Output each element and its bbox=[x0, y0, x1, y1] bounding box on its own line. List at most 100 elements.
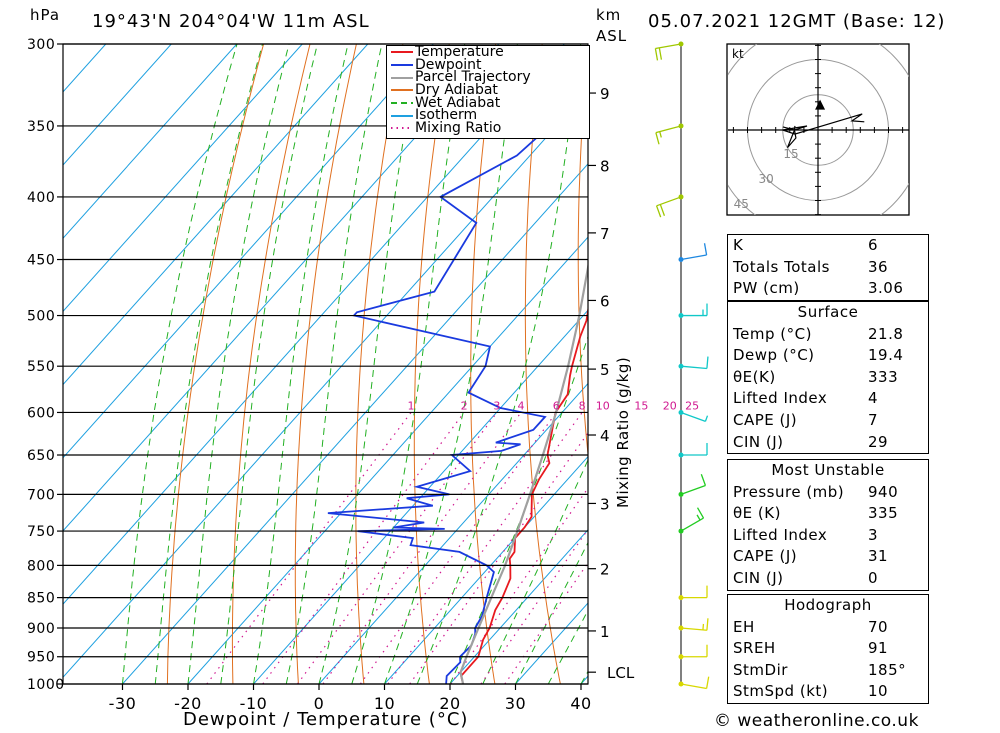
hodograph: 15 30 45 kt bbox=[726, 43, 910, 216]
legend-swatch bbox=[391, 102, 413, 105]
temperature-tick-label: -10 bbox=[240, 694, 268, 713]
legend-swatch bbox=[391, 76, 413, 79]
pressure-tick-label: 900 bbox=[27, 621, 55, 637]
altitude-tick-label: 9 bbox=[600, 85, 610, 103]
surface-lifted-index: Lifted Index 4 bbox=[733, 389, 879, 408]
wet-adiabat-line bbox=[122, 44, 238, 684]
wet-adiabat-line bbox=[285, 44, 383, 684]
surface-table: Surface Temp (°C) 21.8 Dewp (°C) 19.4 θE(K… bbox=[727, 301, 929, 455]
pressure-tick-label: 700 bbox=[27, 487, 55, 503]
wind-barb-flag bbox=[700, 474, 707, 486]
temperature-tick-label: -20 bbox=[174, 694, 202, 713]
hodograph-unit: kt bbox=[732, 47, 744, 61]
wind-barb-flag bbox=[655, 132, 660, 145]
temperature-tick-label: 0 bbox=[314, 694, 325, 713]
surface-cape: CAPE (J) 7 bbox=[733, 410, 879, 429]
legend-item: Parcel Trajectory bbox=[387, 71, 589, 84]
parcel-trajectory bbox=[459, 261, 588, 684]
mixing-ratio-line bbox=[206, 412, 412, 684]
legend-label: Parcel Trajectory bbox=[415, 69, 531, 86]
wind-barb bbox=[678, 585, 708, 601]
mixing-ratio-line bbox=[322, 412, 522, 684]
wind-barb-flag bbox=[696, 507, 705, 519]
dry-adiabat-line bbox=[577, 45, 588, 460]
hodo-sreh: SREH 91 bbox=[733, 639, 889, 658]
mixing-ratio-label: 2 bbox=[461, 399, 468, 412]
pressure-tick-label: 1000 bbox=[27, 677, 65, 693]
wind-barb-shaft bbox=[680, 484, 706, 496]
altitude-tick-label: 7 bbox=[600, 225, 610, 243]
wind-barb-shaft bbox=[680, 683, 707, 690]
surface-cin: CIN (J) 29 bbox=[733, 432, 889, 451]
wind-barb bbox=[654, 41, 684, 61]
km-asl: ASL bbox=[596, 27, 628, 45]
altitude-tick-label: 6 bbox=[600, 292, 610, 310]
mixing-ratio-label: 3 bbox=[493, 399, 500, 412]
wind-barb-flag bbox=[705, 676, 710, 689]
legend: Temperature Dewpoint Parcel Trajectory Dry … bbox=[386, 45, 590, 139]
altitude-tick-label: LCL bbox=[607, 664, 635, 682]
mixing-ratio-line bbox=[504, 561, 588, 684]
axes: 3003504004505005506006507007508008509009… bbox=[27, 37, 635, 713]
surface-temp: Temp (°C) 21.8 bbox=[733, 324, 904, 343]
legend-item: Temperature bbox=[387, 45, 589, 59]
legend-swatch bbox=[391, 64, 413, 67]
wind-barb bbox=[655, 123, 684, 145]
wind-barb-flag bbox=[654, 48, 659, 61]
mu-cin: CIN (J) 0 bbox=[733, 568, 879, 587]
wet-adiabat-line bbox=[253, 44, 349, 684]
pressure-tick-label: 350 bbox=[27, 119, 55, 135]
mixing-ratio-label: 25 bbox=[685, 399, 699, 412]
isotherm-line bbox=[63, 44, 238, 239]
altitude-tick-label: 2 bbox=[600, 561, 610, 579]
legend-item: Isotherm bbox=[387, 109, 589, 122]
wind-barb-flag bbox=[702, 623, 705, 630]
wind-barb-shaft bbox=[680, 517, 704, 532]
mixing-ratio-label: 1 bbox=[408, 399, 415, 412]
index-pw: PW (cm) 3.06 bbox=[733, 279, 904, 298]
temperature-tick-label: -30 bbox=[109, 694, 137, 713]
wind-barb bbox=[678, 303, 708, 319]
wind-barb-shaft bbox=[680, 365, 707, 370]
legend-swatch bbox=[391, 114, 413, 117]
wet-adiabat-line bbox=[449, 335, 588, 684]
wind-barb bbox=[678, 676, 710, 690]
isotherm-line bbox=[318, 382, 588, 684]
mixing-ratio-label: 20 bbox=[663, 399, 677, 412]
wind-barb bbox=[678, 644, 708, 660]
isotherm-line bbox=[63, 44, 369, 386]
hodograph-plot: 15 30 45 bbox=[728, 44, 909, 215]
isotherm-line bbox=[187, 236, 588, 684]
surface-dewp: Dewp (°C) 19.4 bbox=[733, 346, 904, 365]
plot-frame bbox=[62, 43, 589, 685]
pressure-tick-label: 500 bbox=[27, 309, 55, 325]
surface-title: Surface bbox=[728, 301, 928, 324]
wind-barb-flag bbox=[655, 205, 662, 218]
x-axis-label: Dewpoint / Temperature (°C) bbox=[183, 709, 469, 730]
pressure-tick-label: 600 bbox=[27, 405, 55, 421]
pressure-tick-label: 300 bbox=[27, 37, 55, 53]
dry-adiabat-line bbox=[166, 44, 265, 684]
credit[interactable]: © weatheronline.co.uk bbox=[714, 711, 919, 731]
altitude-tick-label: 3 bbox=[600, 495, 610, 513]
isotherm-line bbox=[449, 529, 588, 684]
mixing-ratio-label: 4 bbox=[518, 399, 525, 412]
pressure-tick-label: 650 bbox=[27, 448, 55, 464]
wind-barb bbox=[678, 409, 709, 422]
legend-swatch bbox=[391, 127, 413, 130]
wind-barb bbox=[678, 443, 708, 458]
pressure-tick-label: 550 bbox=[27, 359, 55, 375]
datetime-title: 05.07.2021 12GMT (Base: 12) bbox=[648, 11, 946, 32]
wind-barb bbox=[678, 618, 709, 631]
hodograph-ring-label: 30 bbox=[759, 172, 774, 186]
altitude-tick-label: 5 bbox=[600, 361, 610, 379]
isotherm-line bbox=[253, 309, 588, 684]
temperature-tick-label: 30 bbox=[505, 694, 526, 713]
isotherm-line bbox=[63, 44, 303, 313]
wind-barb bbox=[678, 507, 705, 534]
wind-barb-flag bbox=[706, 356, 709, 369]
mixing-ratio-label: 6 bbox=[553, 399, 560, 412]
isotherm-line bbox=[63, 44, 565, 605]
most-unstable-table: Most Unstable Pressure (mb) 940 θE (K) 335… bbox=[727, 459, 929, 591]
